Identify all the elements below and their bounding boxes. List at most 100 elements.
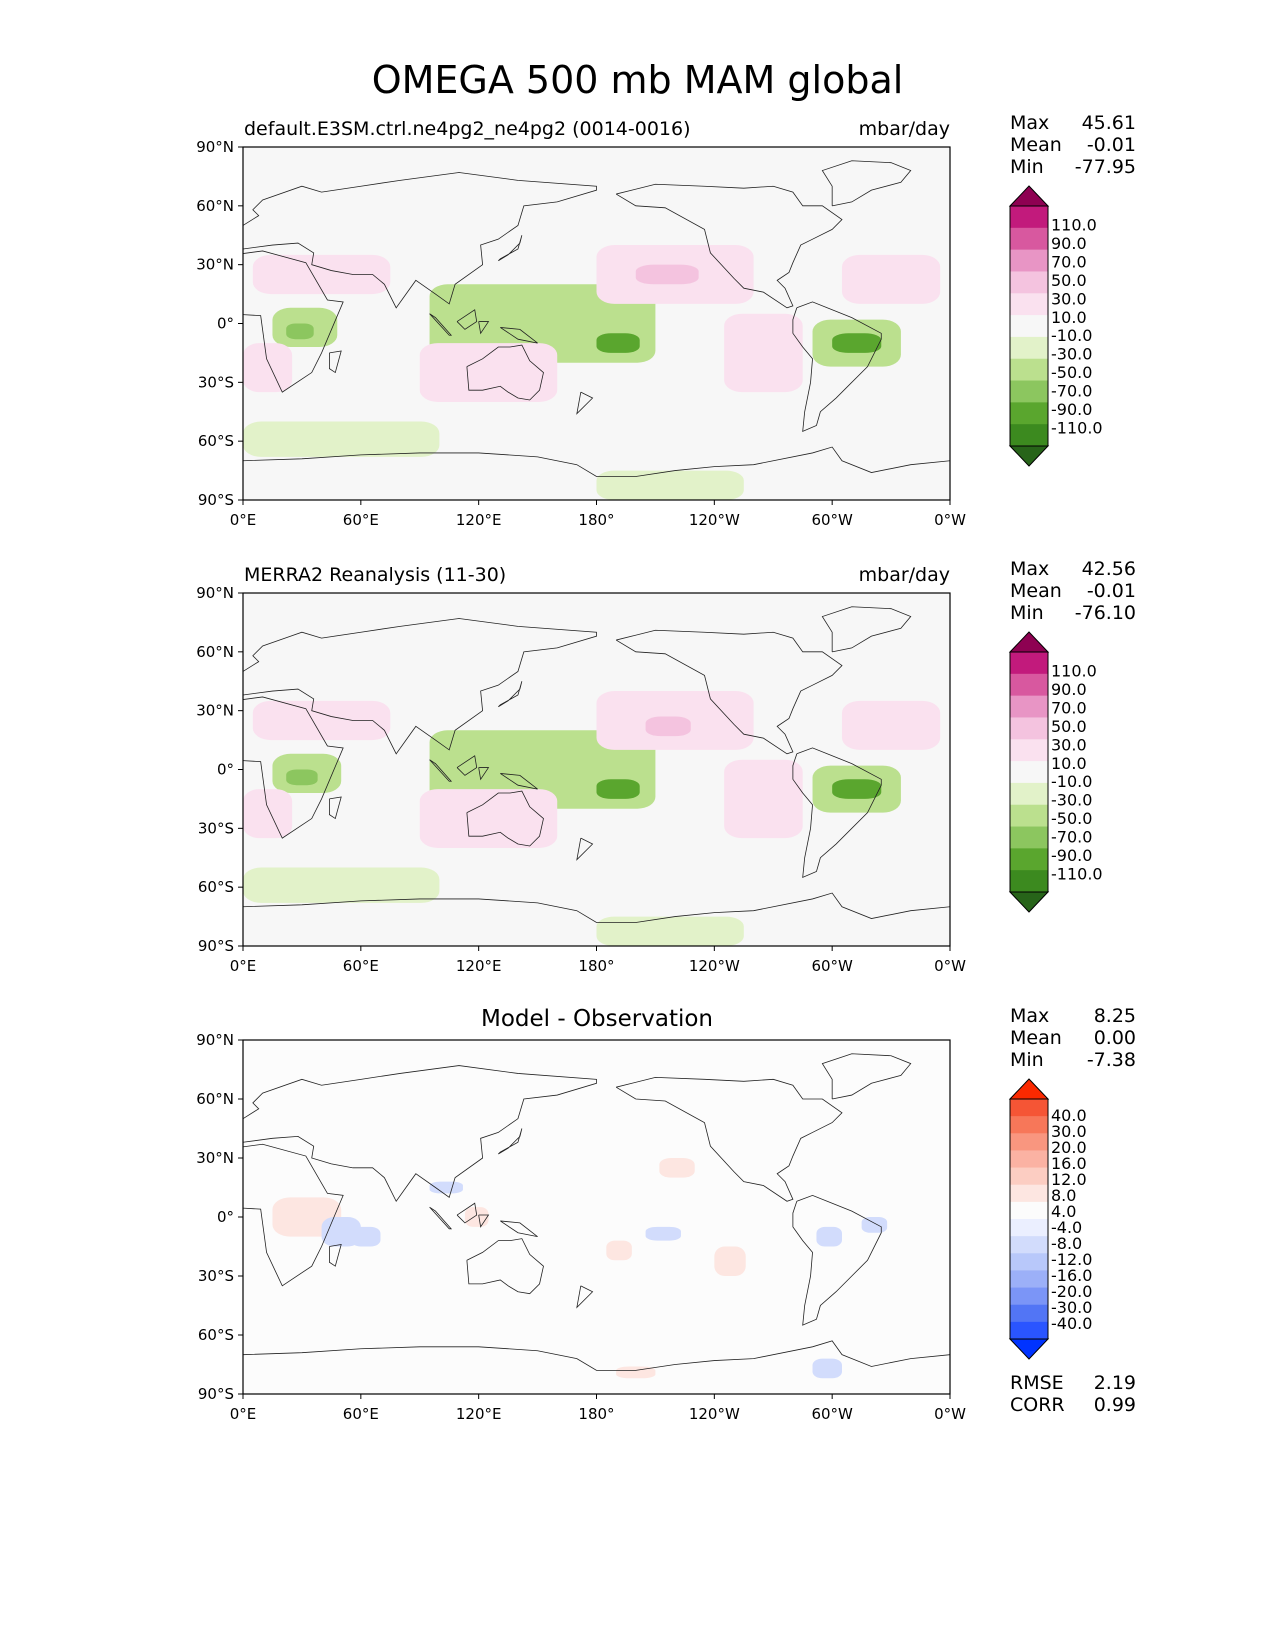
colorbar-bin	[1010, 695, 1048, 718]
region-sahara	[252, 700, 391, 741]
colorbar-bin	[1010, 315, 1048, 338]
region-east-africa	[272, 1197, 342, 1237]
colorbar-label: -90.0	[1051, 846, 1092, 865]
region-antarctic-coast-ascent	[596, 470, 744, 500]
colorbar-bin	[1010, 1219, 1048, 1237]
stat-min: -76.10	[1074, 602, 1136, 624]
coastline	[500, 1220, 538, 1238]
lon-tick-label: 60°E	[343, 511, 379, 529]
coastline	[329, 1244, 342, 1267]
coastline	[466, 790, 544, 847]
coastline	[821, 160, 912, 207]
colorbar-label: -30.0	[1051, 791, 1092, 810]
colorbar-bin	[1010, 1167, 1048, 1186]
colorbar-label: 12.0	[1051, 1170, 1087, 1189]
coastline	[243, 446, 950, 477]
region-amazon	[812, 319, 901, 367]
colorbar-extend-top	[1008, 1078, 1050, 1100]
coastline	[429, 759, 453, 782]
stat-label: Min	[1010, 602, 1044, 624]
colorbar-bin	[1010, 402, 1048, 425]
region-east-africa-core	[286, 323, 314, 340]
region-maritime-continent-to-spcz	[429, 284, 656, 363]
region-north-atlantic-subsidence	[841, 254, 941, 304]
colorbar-bin	[1010, 1099, 1048, 1117]
lat-tick-label: 90°S	[198, 491, 234, 509]
map-background	[243, 1040, 950, 1394]
coastline	[576, 837, 594, 861]
region-tropical-pacific	[645, 1226, 681, 1241]
colorbar-label: -12.0	[1051, 1250, 1092, 1269]
stat-mean: -0.01	[1086, 134, 1136, 156]
colorbar-bin	[1010, 358, 1048, 382]
region-north-pacific-subsidence	[596, 691, 754, 750]
coastline	[243, 250, 344, 393]
coastline	[243, 892, 950, 923]
colorbar-bin	[1010, 1270, 1048, 1289]
region-north-pacific-core	[645, 716, 691, 737]
coastline	[615, 183, 843, 309]
colorbar-bin	[1010, 1184, 1048, 1203]
region-australia-subsidence	[419, 343, 558, 402]
lat-tick-label: 30°N	[196, 1149, 234, 1167]
colorbar-extend-bottom	[1008, 445, 1050, 467]
colorbar-label: -50.0	[1051, 809, 1092, 828]
coastline	[429, 313, 453, 336]
coastline	[498, 235, 523, 262]
colorbar-label: 90.0	[1051, 234, 1087, 253]
region-south-china-sea	[429, 1181, 463, 1194]
colorbar-bin	[1010, 424, 1048, 447]
stat-label: Max	[1010, 558, 1050, 580]
coastline	[792, 1194, 882, 1326]
panel-1-stats: Max 45.61 Mean -0.01 Min -77.95	[1010, 112, 1136, 178]
coastline	[615, 1076, 843, 1202]
region-antarctic-coast-ascent	[596, 916, 744, 946]
coastline	[478, 767, 490, 781]
region-indian-ocean	[321, 1217, 361, 1247]
colorbar-bin	[1010, 227, 1048, 251]
lat-tick-label: 60°S	[198, 432, 234, 450]
colorbar-bin	[1010, 804, 1048, 828]
colorbar-label: 10.0	[1051, 754, 1087, 773]
lon-tick-label: 60°W	[811, 511, 853, 529]
coastline	[792, 301, 882, 432]
region-spcz-core	[596, 333, 640, 353]
colorbar-label: 50.0	[1051, 717, 1087, 736]
region-southern-ocean-ascent	[243, 421, 440, 457]
lon-tick-label: 180°	[578, 1405, 614, 1423]
region-central-africa	[272, 753, 342, 794]
colorbar-label: -70.0	[1051, 382, 1092, 401]
colorbar-bin	[1010, 1321, 1048, 1340]
coastline	[576, 391, 594, 415]
lon-tick-label: 120°E	[456, 957, 502, 975]
colorbar-frame	[1009, 1098, 1049, 1340]
coastline	[615, 629, 843, 755]
colorbar-label: 110.0	[1051, 215, 1097, 234]
colorbar-label: -30.0	[1051, 1298, 1092, 1317]
stat-min: -7.38	[1086, 1049, 1136, 1071]
lat-tick-label: 30°S	[198, 373, 234, 391]
coastline	[243, 172, 597, 309]
coastline	[466, 344, 544, 401]
map-layer-1	[243, 147, 950, 500]
lon-tick-label: 0°W	[934, 957, 966, 975]
map-frame	[242, 146, 951, 501]
coastline	[478, 1214, 490, 1228]
panel-2-title: MERRA2 Reanalysis (11-30)	[244, 564, 507, 586]
colorbar-bin	[1010, 249, 1048, 272]
stat-max: 45.61	[1081, 112, 1136, 134]
colorbar-label: 110.0	[1051, 661, 1097, 680]
colorbar-label: 70.0	[1051, 698, 1087, 717]
colorbar-bin	[1010, 336, 1048, 360]
region-weddell-sea	[812, 1358, 842, 1379]
metric-rmse: 2.19	[1093, 1372, 1136, 1394]
lon-tick-label: 120°E	[456, 511, 502, 529]
region-north-pacific	[659, 1158, 695, 1178]
stat-label: Mean	[1010, 580, 1062, 602]
coastline	[243, 1340, 950, 1371]
colorbar-bin	[1010, 1236, 1048, 1254]
colorbar-label: 16.0	[1051, 1154, 1087, 1173]
colorbar-label: -110.0	[1051, 419, 1103, 438]
coastline	[456, 755, 478, 776]
